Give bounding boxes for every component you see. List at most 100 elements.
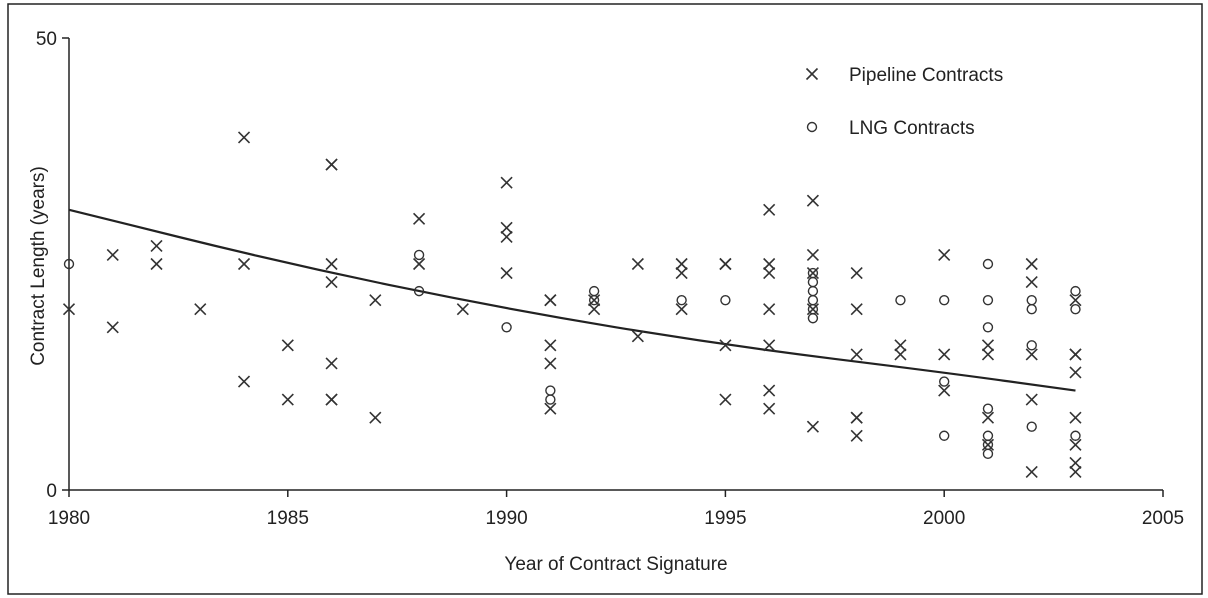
pipeline-point (544, 402, 557, 415)
pipeline-point (325, 357, 338, 370)
pipeline-point (763, 339, 776, 352)
lng-point (895, 294, 906, 306)
lng-point (1070, 304, 1081, 315)
pipeline-point (106, 248, 119, 262)
y-axis-ticks: 0 50 (36, 29, 69, 502)
pipeline-point (500, 230, 513, 243)
pipeline-point (763, 266, 776, 280)
pipeline-point (194, 303, 207, 316)
pipeline-point (763, 257, 776, 271)
x-tick-label: 2005 (1142, 508, 1184, 529)
pipeline-point (631, 330, 644, 343)
y-axis-title: Contract Length (years) (28, 166, 49, 366)
x-axis-title: Year of Contract Signature (504, 554, 727, 575)
pipeline-point (675, 257, 688, 271)
pipeline-point (1025, 465, 1038, 478)
pipeline-point (544, 294, 557, 307)
pipeline-point (1069, 411, 1082, 424)
legend-marker-lng (806, 121, 818, 133)
pipeline-point (456, 303, 469, 316)
pipeline-point (981, 348, 995, 361)
pipeline-point (325, 276, 338, 289)
pipeline-point (850, 411, 863, 424)
y-tick-label: 0 (46, 481, 57, 502)
pipeline-point (237, 131, 251, 144)
lng-point (807, 313, 819, 324)
pipeline-point (1069, 456, 1082, 469)
lng-point (63, 258, 75, 270)
pipeline-point (631, 257, 644, 271)
x-tick-label: 1985 (267, 508, 309, 529)
pipeline-point (544, 339, 557, 352)
pipeline-point (675, 266, 688, 280)
lng-point (982, 448, 994, 460)
chart-border (7, 3, 1203, 595)
pipeline-point (500, 176, 513, 189)
lng-point (501, 322, 512, 333)
pipeline-point (1069, 366, 1082, 379)
lng-point (1070, 430, 1081, 441)
pipeline-point (894, 339, 907, 352)
pipeline-point (500, 266, 513, 280)
x-axis-ticks: 1980 1985 1990 1995 2000 2005 (48, 490, 1184, 529)
y-tick-label: 50 (36, 29, 57, 50)
lng-point (939, 294, 950, 306)
pipeline-point (850, 266, 863, 280)
lng-point (982, 403, 994, 414)
trendline-layer (68, 208, 1076, 392)
pipeline-point (500, 221, 513, 234)
lng-point (939, 430, 950, 441)
pipeline-point (62, 303, 76, 316)
lng-point (676, 294, 687, 306)
pipeline-point (544, 357, 557, 370)
legend-label: LNG Contracts (849, 118, 975, 139)
pipeline-point (981, 339, 995, 352)
points-layer (62, 131, 1082, 478)
pipeline-point (281, 339, 294, 352)
pipeline-point (150, 257, 163, 271)
pipeline-point (894, 348, 907, 361)
pipeline-point (106, 321, 119, 334)
pipeline-point (1025, 348, 1038, 361)
x-tick-label: 1980 (48, 508, 90, 529)
pipeline-point (1069, 465, 1082, 478)
pipeline-point (1069, 294, 1082, 307)
pipeline-point (763, 203, 776, 216)
legend-marker-pipeline (805, 67, 819, 81)
pipeline-point (850, 348, 863, 361)
x-tick-label: 1990 (485, 508, 527, 529)
lng-point (982, 294, 994, 306)
pipeline-point (719, 393, 732, 406)
plot-area: 0 50 1980 1985 1990 1995 2000 2005 (36, 29, 1184, 529)
pipeline-point (719, 339, 732, 352)
pipeline-point (413, 212, 426, 225)
pipeline-point (675, 303, 688, 316)
pipeline-point (938, 248, 951, 262)
pipeline-point (369, 411, 382, 424)
pipeline-point (237, 257, 251, 271)
pipeline-point (763, 303, 776, 316)
pipeline-point (1069, 348, 1082, 361)
pipeline-point (325, 158, 338, 171)
pipeline-point (806, 194, 819, 207)
lng-point (1026, 421, 1037, 432)
lng-point (413, 285, 425, 297)
lng-point (1026, 304, 1037, 315)
lng-point (720, 294, 731, 306)
pipeline-point (150, 239, 163, 252)
pipeline-point (850, 303, 863, 316)
x-tick-label: 2000 (923, 508, 965, 529)
pipeline-point (325, 393, 338, 406)
pipeline-point (413, 257, 426, 271)
pipeline-point (763, 402, 776, 415)
trendline (68, 208, 1076, 392)
pipeline-point (719, 257, 732, 271)
pipeline-point (588, 303, 601, 316)
pipeline-point (806, 420, 819, 433)
x-tick-label: 1995 (704, 508, 746, 529)
pipeline-point (325, 257, 338, 271)
legend-label: Pipeline Contracts (849, 65, 1003, 86)
pipeline-point (1069, 438, 1082, 451)
